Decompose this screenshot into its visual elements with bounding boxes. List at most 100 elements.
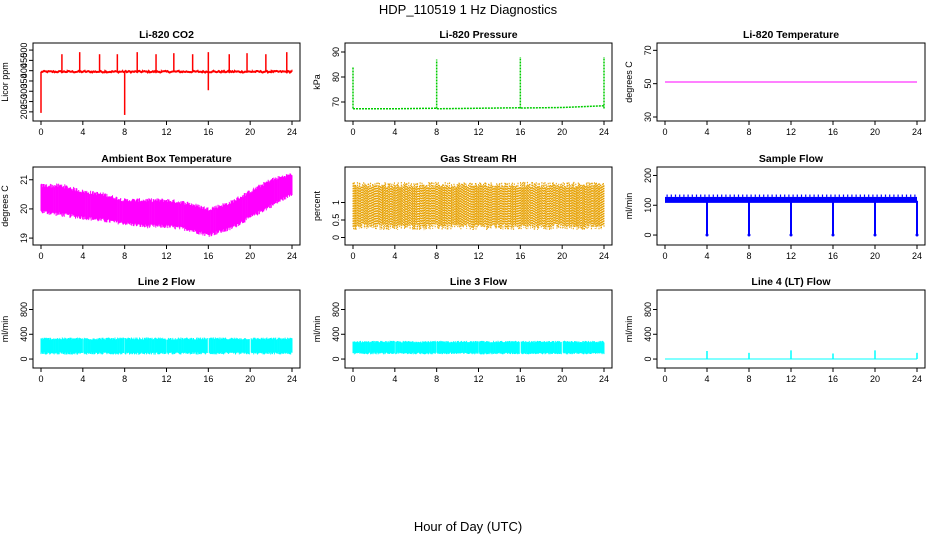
x-tick-label: 4	[392, 374, 397, 384]
x-tick-label: 0	[662, 374, 667, 384]
y-axis-label: kPa	[312, 74, 322, 90]
y-tick-label: 250	[19, 94, 29, 109]
y-tick-label: 800	[19, 302, 29, 317]
y-tick-label: 20	[19, 204, 29, 214]
x-tick-label: 24	[912, 127, 922, 137]
plot-frame	[32, 289, 301, 369]
y-tick-label: 0	[643, 233, 653, 238]
y-tick-label: 200	[643, 168, 653, 183]
y-tick-label: 800	[643, 302, 653, 317]
dip-point	[705, 233, 709, 237]
x-tick-label: 4	[704, 127, 709, 137]
y-axis-label: degrees C	[0, 185, 10, 227]
x-tick-label: 24	[912, 251, 922, 261]
panel-title: Ambient Box Temperature	[101, 153, 232, 165]
x-tick-label: 16	[828, 251, 838, 261]
plot-frame	[344, 42, 613, 122]
x-tick-label: 4	[80, 374, 85, 384]
chart-panel: Sample Flow ml/min 0 4 8 12 16 20 24 0 100 200	[624, 153, 926, 261]
panel-title: Li-820 Temperature	[743, 29, 839, 41]
y-axis-label: ml/min	[624, 316, 634, 343]
y-tick-label: 500	[19, 43, 29, 58]
y-axis-label: Licor ppm	[0, 62, 10, 102]
figure-title: HDP_110519 1 Hz Diagnostics	[379, 2, 558, 17]
x-tick-label: 24	[599, 251, 609, 261]
x-tick-label: 4	[704, 251, 709, 261]
chart-panel: Ambient Box Temperature degrees C 0 4 8 12 16 2…	[0, 153, 301, 261]
y-axis-label: percent	[312, 190, 322, 221]
panel-title: Line 4 (LT) Flow	[751, 276, 831, 288]
y-tick-label: 70	[643, 45, 653, 55]
x-tick-label: 16	[203, 127, 213, 137]
chart-panel: Line 4 (LT) Flow ml/min 0 4 8 12 16 20 24 0 400 800	[624, 276, 926, 384]
plot-area	[665, 350, 918, 360]
x-tick-label: 0	[662, 251, 667, 261]
x-tick-label: 16	[203, 374, 213, 384]
series-line	[40, 69, 293, 74]
x-tick-label: 12	[473, 251, 483, 261]
y-tick-label: 400	[19, 63, 29, 78]
x-tick-label: 16	[203, 251, 213, 261]
x-tick-label: 12	[786, 251, 796, 261]
plot-frame	[32, 166, 301, 246]
x-tick-label: 20	[870, 127, 880, 137]
x-tick-label: 8	[122, 251, 127, 261]
chart-panel: Li-820 Pressure kPa 0 4 8 12 16 20 24 70 80 90	[312, 29, 613, 137]
x-tick-label: 16	[828, 374, 838, 384]
y-axis-label: ml/min	[0, 316, 10, 343]
x-tick-label: 16	[515, 374, 525, 384]
x-tick-label: 24	[599, 374, 609, 384]
y-tick-label: 70	[331, 97, 341, 107]
y-tick-label: 450	[19, 53, 29, 68]
dip-point	[747, 233, 751, 237]
x-tick-label: 8	[434, 127, 439, 137]
x-tick-label: 4	[704, 374, 709, 384]
y-axis-label: ml/min	[624, 193, 634, 220]
y-tick-label: 400	[331, 327, 341, 342]
plot-frame	[656, 166, 926, 246]
y-tick-label: 200	[19, 104, 29, 119]
x-tick-label: 20	[870, 251, 880, 261]
plot-frame	[32, 42, 301, 122]
plot-area	[40, 52, 293, 115]
y-tick-label: 0	[331, 235, 341, 240]
x-tick-label: 8	[746, 127, 751, 137]
plot-frame	[344, 289, 613, 369]
x-tick-label: 16	[828, 127, 838, 137]
y-tick-label: 30	[643, 112, 653, 122]
chart-panel: Line 3 Flow ml/min 0 4 8 12 16 20 24 0 400 800	[312, 276, 613, 384]
y-tick-label: 800	[331, 302, 341, 317]
x-tick-label: 24	[912, 374, 922, 384]
plot-area	[352, 57, 605, 110]
x-tick-label: 20	[245, 251, 255, 261]
x-tick-label: 20	[870, 374, 880, 384]
x-tick-label: 8	[122, 127, 127, 137]
x-tick-label: 12	[786, 374, 796, 384]
panel-title: Li-820 Pressure	[439, 29, 517, 41]
x-tick-label: 0	[38, 374, 43, 384]
panel-title: Gas Stream RH	[440, 153, 516, 165]
x-tick-label: 24	[287, 251, 297, 261]
x-tick-label: 12	[473, 374, 483, 384]
dip-point	[915, 233, 919, 237]
y-tick-label: 90	[331, 47, 341, 57]
x-tick-label: 12	[161, 374, 171, 384]
panel-title: Li-820 CO2	[139, 29, 194, 41]
y-tick-label: 0	[643, 357, 653, 362]
y-tick-label: 350	[19, 73, 29, 88]
x-tick-label: 12	[473, 127, 483, 137]
x-tick-label: 20	[557, 251, 567, 261]
y-axis-label: ml/min	[312, 316, 322, 343]
x-tick-label: 0	[350, 251, 355, 261]
x-tick-label: 4	[80, 251, 85, 261]
dip-point	[873, 233, 877, 237]
x-tick-label: 0	[350, 127, 355, 137]
y-tick-label: 21	[19, 175, 29, 185]
panel-title: Sample Flow	[759, 153, 824, 165]
y-tick-label: 300	[19, 84, 29, 99]
x-tick-label: 16	[515, 127, 525, 137]
x-tick-label: 12	[161, 251, 171, 261]
x-tick-label: 24	[599, 127, 609, 137]
plot-area	[352, 181, 605, 231]
